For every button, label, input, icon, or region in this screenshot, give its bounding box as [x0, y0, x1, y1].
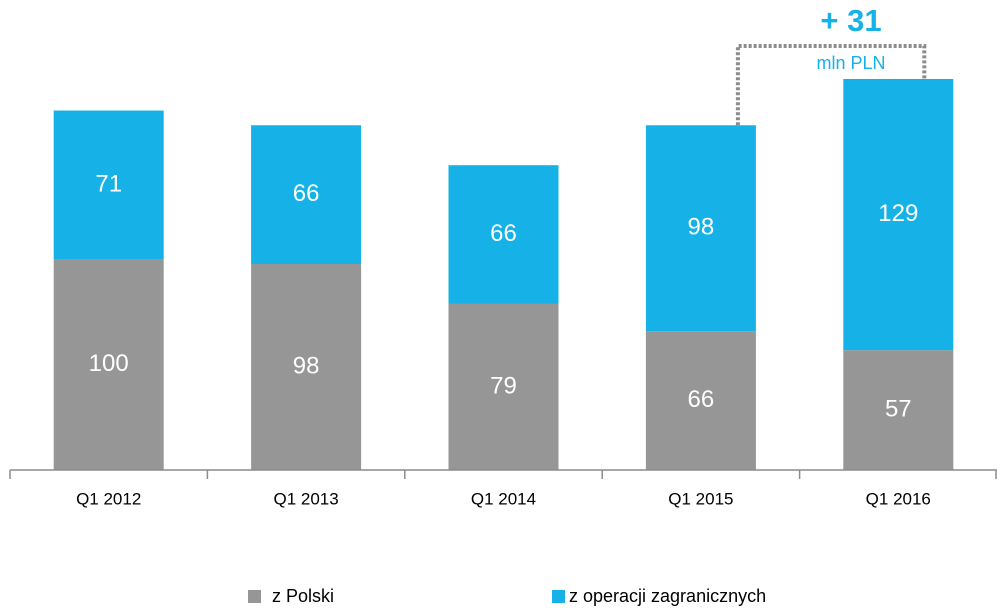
annotation-value: + 31 — [820, 3, 881, 38]
legend-swatch — [248, 590, 261, 603]
data-label: 66 — [490, 220, 517, 247]
bar-segment — [843, 350, 954, 470]
bar-segment — [448, 303, 559, 470]
bar-segment — [843, 79, 954, 351]
bar-segment — [53, 259, 164, 470]
data-label: 79 — [490, 372, 517, 399]
x-tick-label: Q1 2016 — [866, 489, 931, 508]
x-tick-label: Q1 2015 — [668, 489, 733, 508]
data-label: 98 — [293, 352, 320, 379]
x-tick-label: Q1 2013 — [273, 489, 338, 508]
bar-segment — [448, 165, 559, 304]
legend-label: z Polski — [272, 586, 334, 606]
x-tick-label: Q1 2014 — [471, 489, 536, 508]
x-tick-label: Q1 2012 — [76, 489, 141, 508]
data-label: 98 — [688, 214, 715, 241]
bar-segment — [251, 125, 362, 264]
data-label: 129 — [878, 200, 918, 227]
data-label: 100 — [89, 350, 129, 377]
annotation-bracket — [735, 44, 927, 126]
bar-segment — [645, 125, 756, 332]
annotation-unit: mln PLN — [816, 53, 885, 73]
bar-segment — [53, 110, 164, 260]
data-label: 66 — [688, 386, 715, 413]
data-label: 57 — [885, 395, 912, 422]
bar-segment — [251, 263, 362, 470]
bar-segment — [645, 331, 756, 470]
legend-label: z operacji zagranicznych — [569, 586, 766, 606]
data-label: 71 — [95, 171, 122, 198]
legend-swatch — [552, 590, 565, 603]
data-label: 66 — [293, 180, 320, 207]
